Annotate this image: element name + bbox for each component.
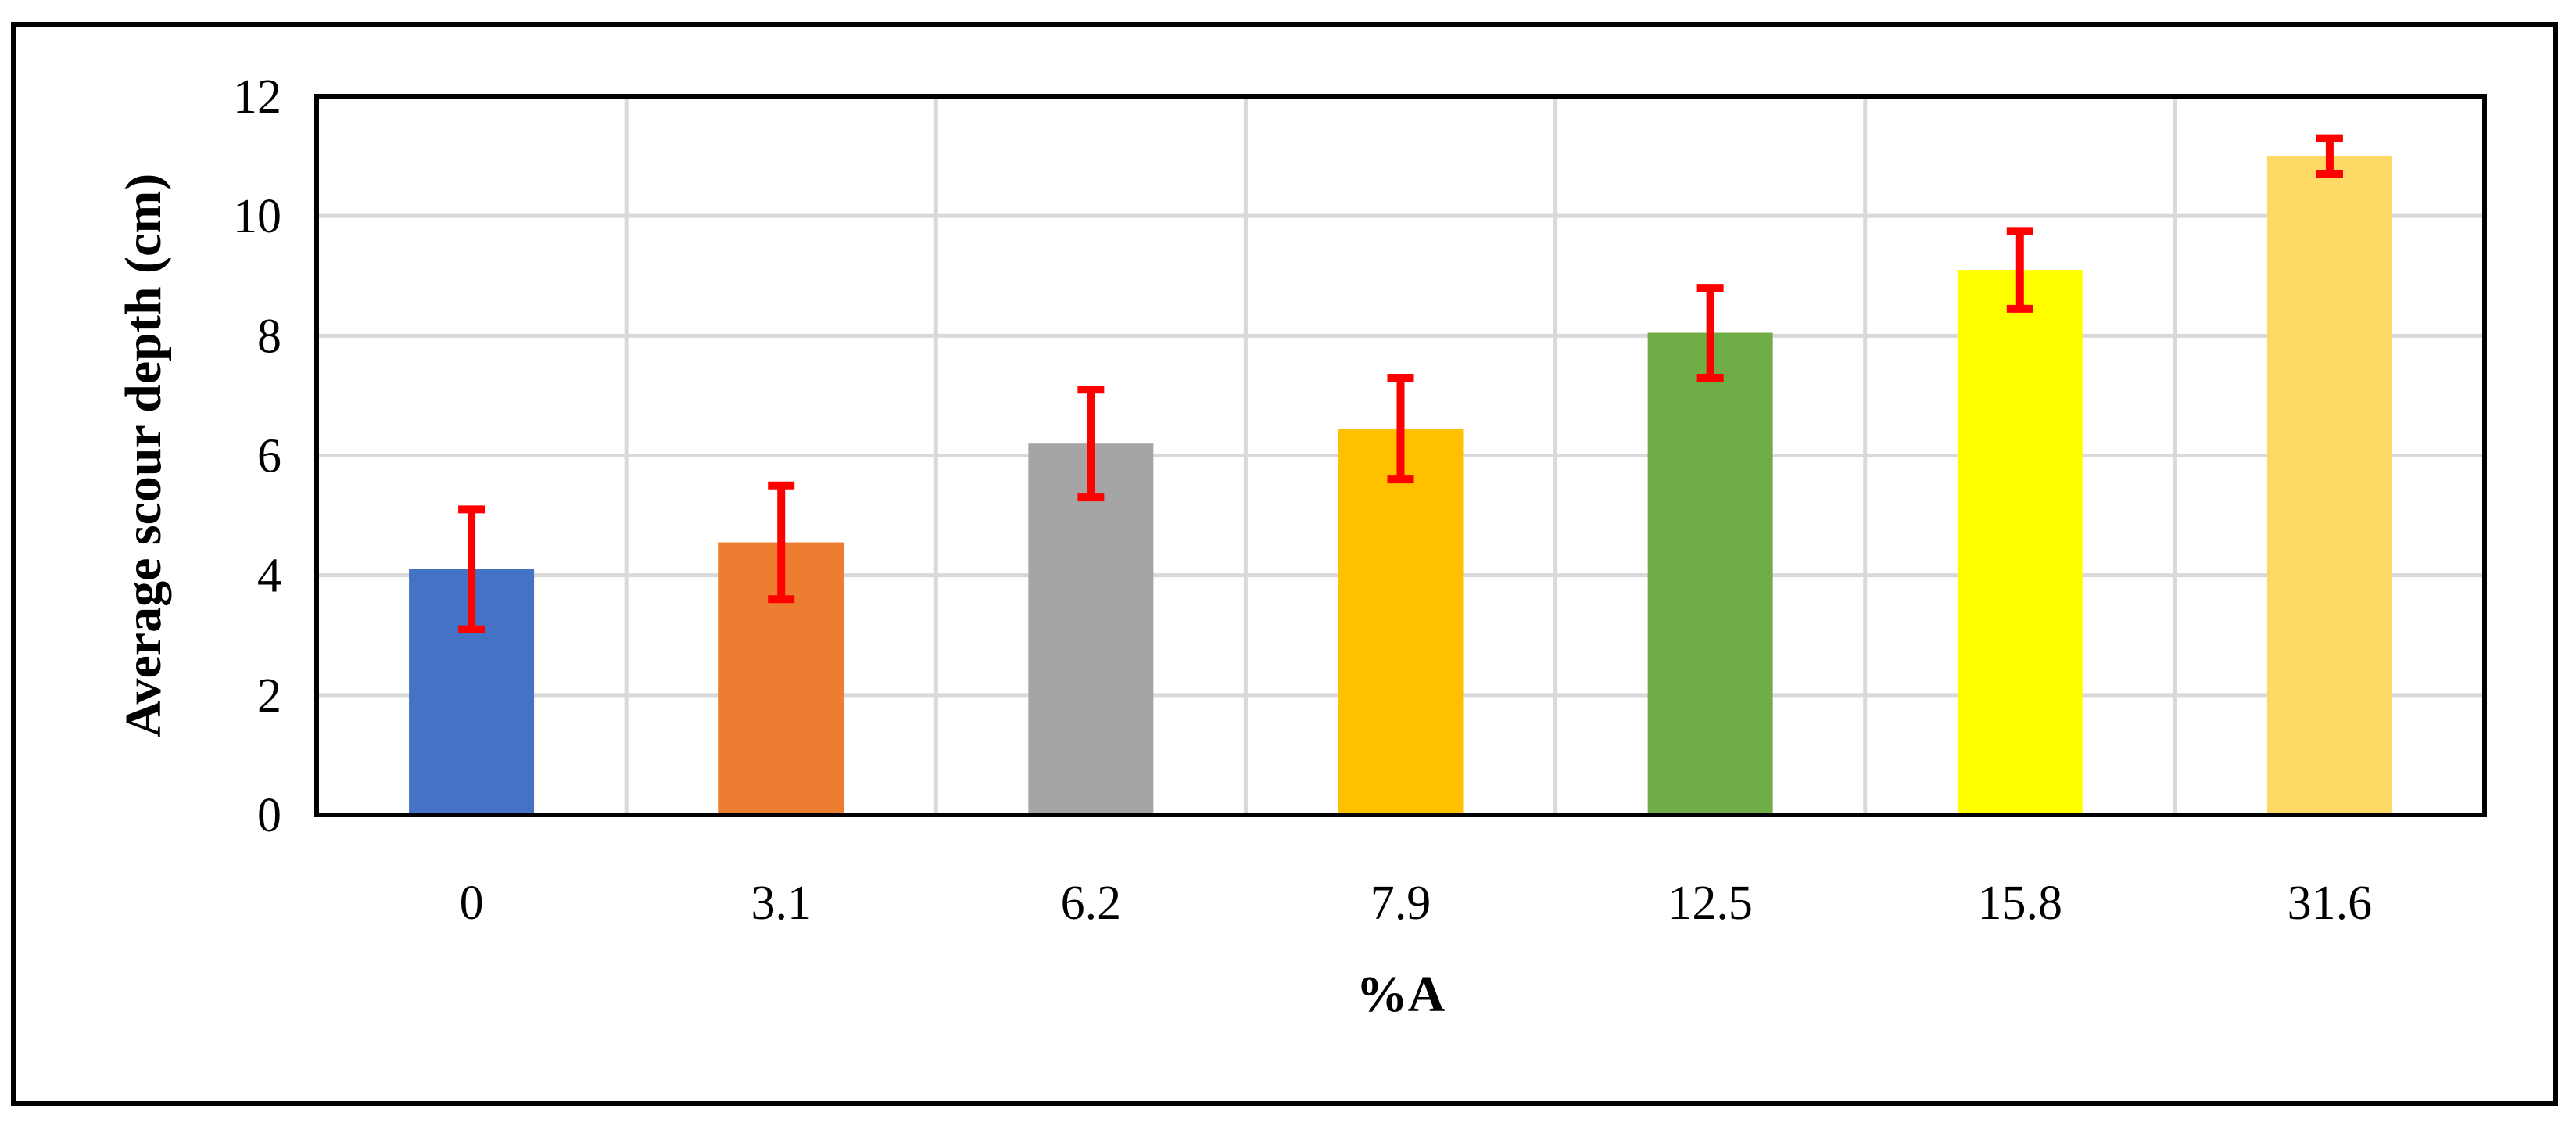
- y-tick-label: 0: [257, 789, 281, 842]
- bar-31.6: [2266, 156, 2392, 816]
- x-tick-label: 15.8: [1978, 877, 2063, 930]
- y-tick-label: 10: [233, 190, 281, 243]
- y-tick-label: 6: [257, 430, 281, 483]
- bars: [409, 156, 2392, 816]
- x-tick-label: 7.9: [1370, 877, 1431, 930]
- plot-area-border: [314, 94, 2487, 817]
- x-tick-label: 6.2: [1061, 877, 1122, 930]
- x-tick-label: 31.6: [2288, 877, 2373, 930]
- y-tick-label: 4: [257, 550, 281, 603]
- error-bar-31.6: [2316, 134, 2343, 178]
- error-bar-6.2: [1077, 386, 1105, 502]
- error-bars: [458, 134, 2343, 633]
- error-bar-3.1: [768, 481, 795, 604]
- y-tick-label: 12: [233, 70, 281, 124]
- error-bar-12.5: [1696, 284, 1724, 382]
- x-tick-label: 0: [460, 877, 484, 930]
- error-bar-0: [458, 505, 485, 633]
- bar-7.9: [1338, 429, 1464, 815]
- y-tick-label: 8: [257, 310, 281, 363]
- x-tick-label: 3.1: [751, 877, 811, 930]
- x-tick-label: 12.5: [1668, 877, 1753, 930]
- x-axis-title: %A: [1356, 966, 1446, 1023]
- y-axis-tick-labels: 0 2 4 6 8 10 12: [233, 70, 281, 842]
- y-tick-label: 2: [257, 669, 281, 723]
- error-bar-7.9: [1387, 373, 1414, 484]
- chart-frame: [11, 22, 2558, 1106]
- bar-15.8: [1957, 270, 2083, 815]
- y-axis-title: Average scour depth (cm): [115, 174, 172, 738]
- x-axis-tick-labels: 0 3.1 6.2 7.9 12.5 15.8 31.6: [460, 877, 2373, 930]
- error-bar-15.8: [2006, 227, 2033, 313]
- bar-6.2: [1028, 443, 1154, 815]
- bar-12.5: [1647, 332, 1773, 816]
